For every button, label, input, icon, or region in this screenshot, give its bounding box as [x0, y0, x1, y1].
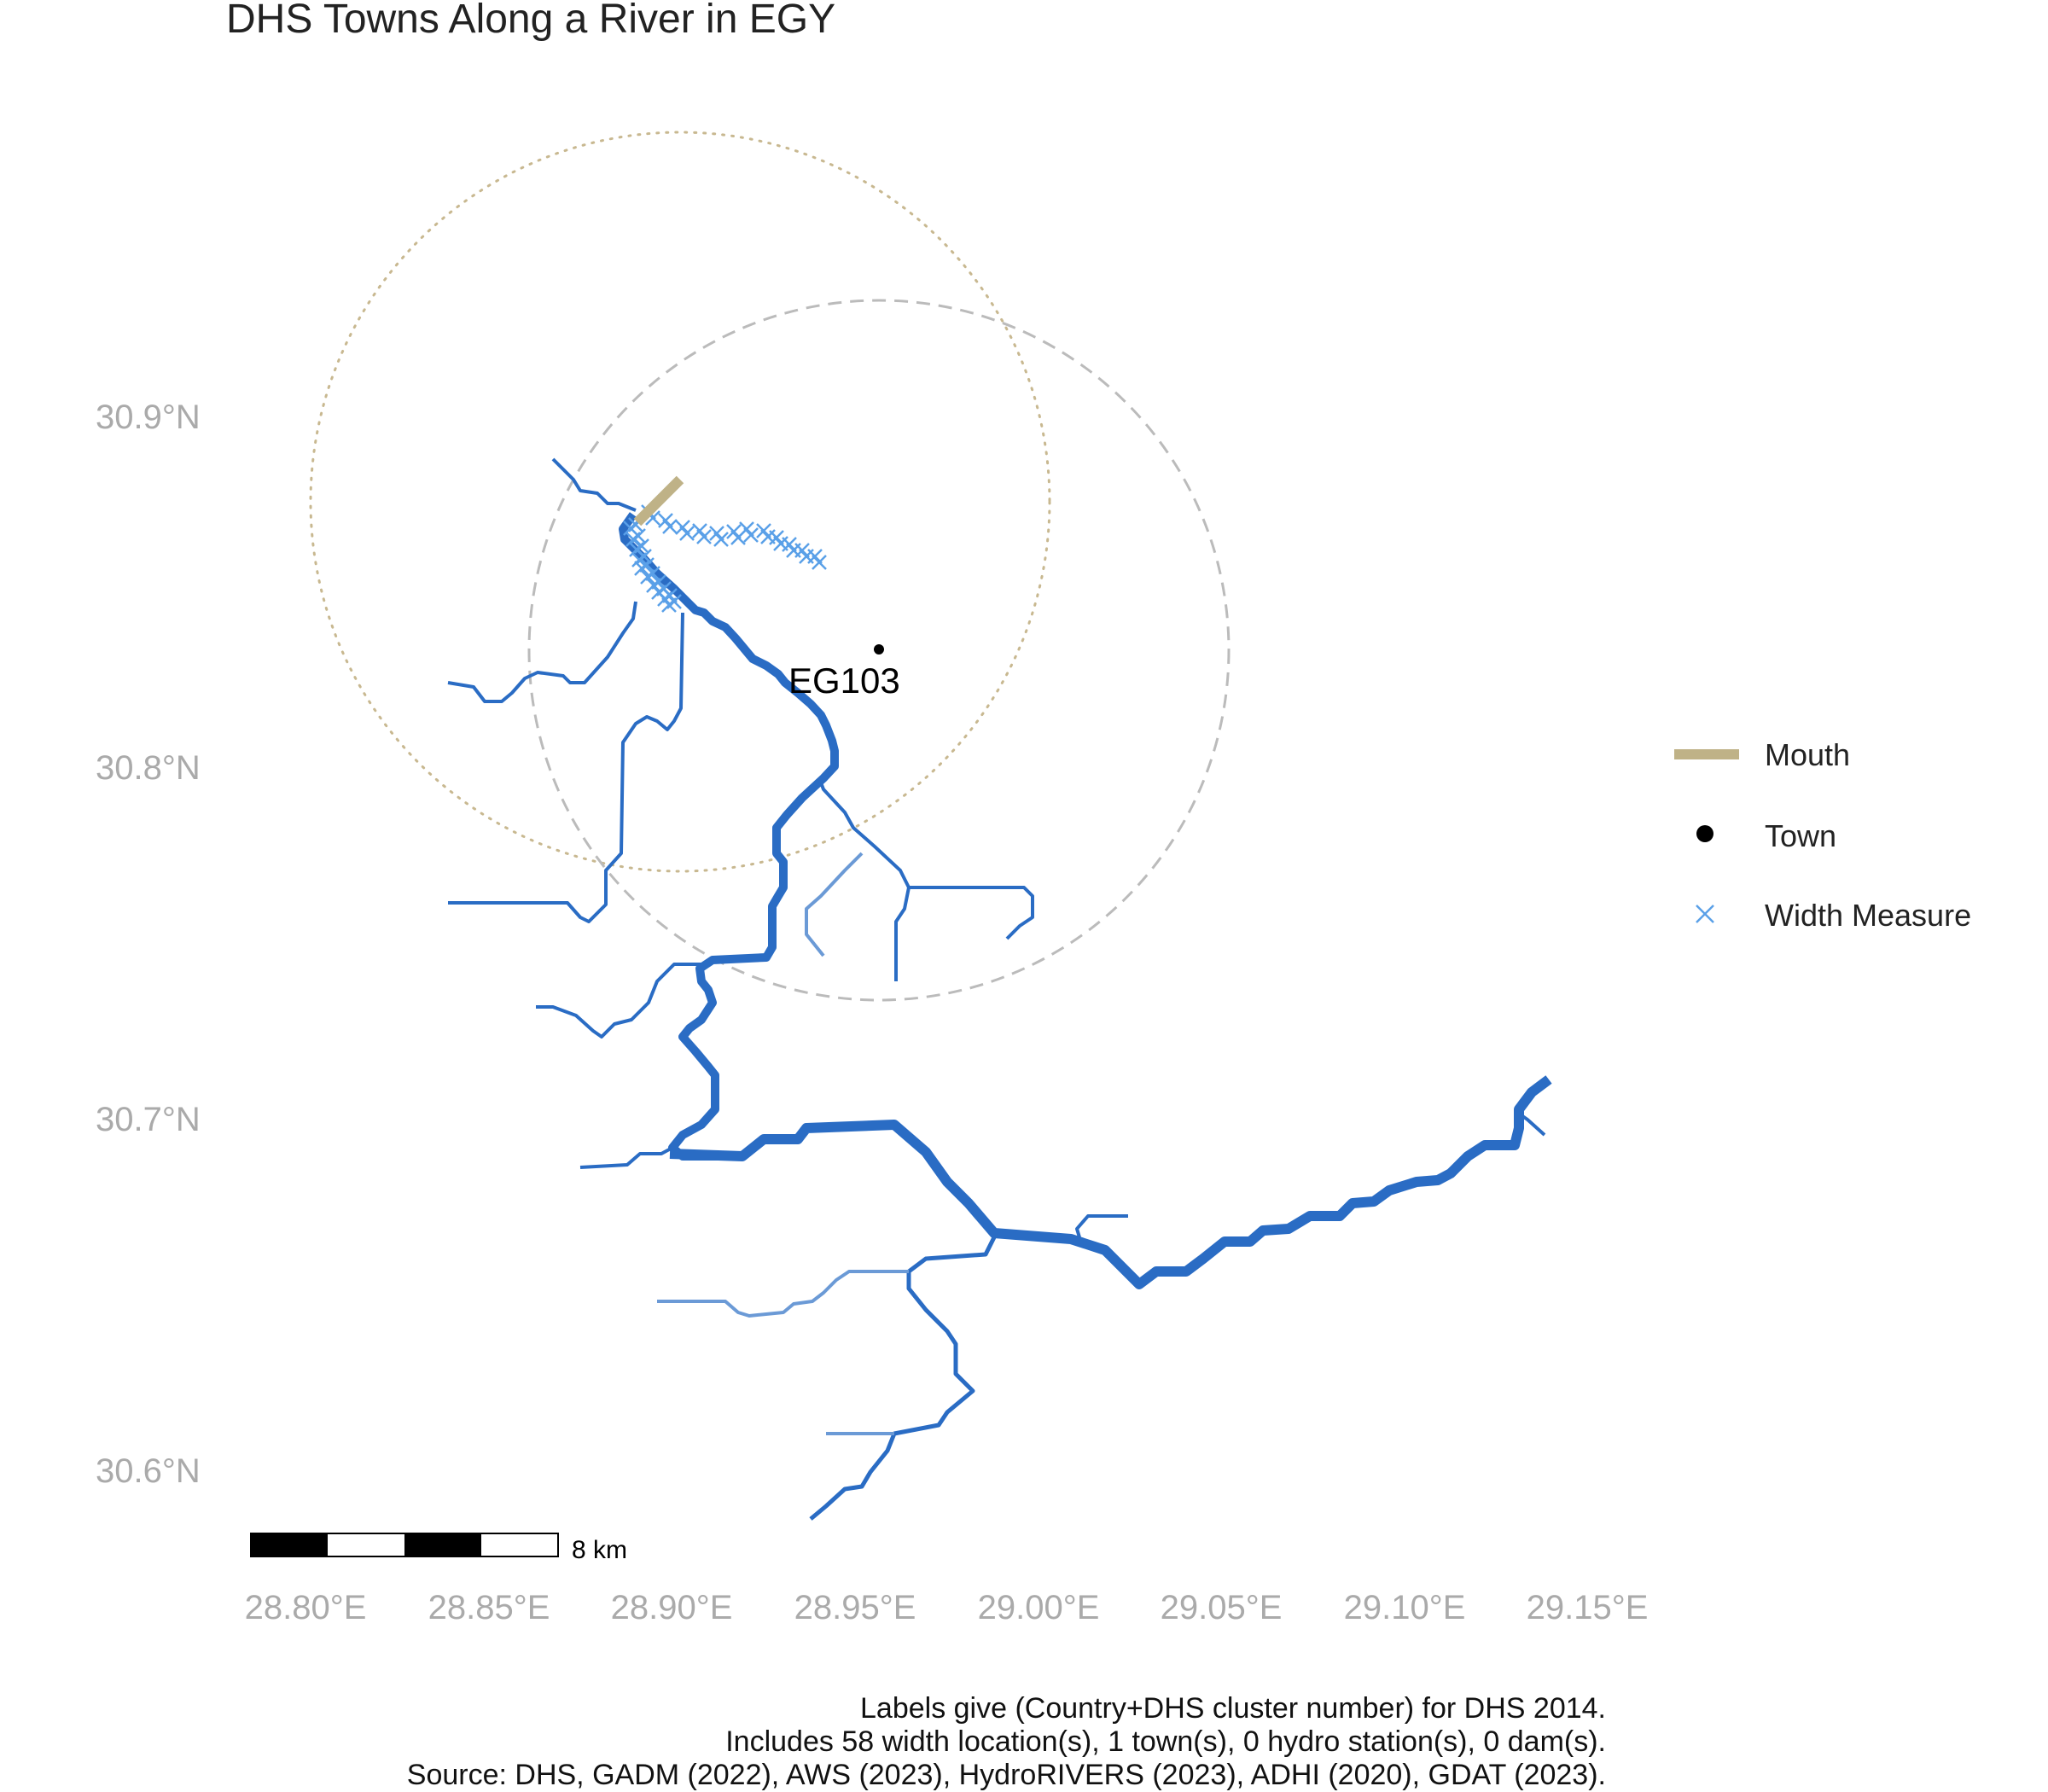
river-nw-headwater: [551, 457, 637, 512]
y-tick-30-6: 30.6°N: [96, 1452, 201, 1490]
caption-line-2: Includes 58 width location(s), 1 town(s)…: [725, 1725, 1606, 1758]
width-measure-mark: [625, 532, 641, 547]
x-tick-28-85: 28.85°E: [428, 1589, 550, 1626]
width-measure-mark: [634, 561, 649, 576]
buffer-circle-dotted: [309, 131, 1051, 873]
river-trib-vertical: [448, 612, 684, 923]
caption-line-3: Source: DHS, GADM (2022), AWS (2023), Hy…: [407, 1759, 1606, 1791]
x-tick-29-00: 29.00°E: [978, 1589, 1100, 1626]
x-tick-29-05: 29.05°E: [1161, 1589, 1283, 1626]
width-measure-mark: [662, 519, 678, 534]
legend-width-swatch: [1696, 905, 1714, 923]
river-trib-east-small: [1075, 1214, 1128, 1238]
legend-town-label: Town: [1765, 818, 1836, 853]
river-trib-east-light: [805, 852, 864, 957]
town-label: EG103: [788, 660, 900, 701]
legend: Mouth Town Width Measure: [1674, 737, 1971, 933]
river-main-upper: [619, 512, 839, 1161]
river-main-east: [669, 1075, 1552, 1289]
x-tick-28-95: 28.95°E: [794, 1589, 916, 1626]
y-tick-30-9: 30.9°N: [96, 399, 201, 436]
width-measure-mark: [696, 529, 712, 544]
scale-bar: 8 km: [250, 1533, 627, 1564]
legend-mouth-label: Mouth: [1765, 737, 1850, 772]
river-trib-west-3: [447, 601, 637, 703]
x-tick-29-10: 29.10°E: [1344, 1589, 1466, 1626]
width-measures: [623, 504, 827, 613]
x-tick-28-80: 28.80°E: [245, 1589, 367, 1626]
x-tick-28-90: 28.90°E: [611, 1589, 733, 1626]
scale-bar-label: 8 km: [572, 1536, 627, 1564]
river-trib-south-west: [657, 1270, 909, 1318]
town-marker: [874, 644, 884, 655]
width-measure-mark: [646, 578, 661, 593]
legend-town-swatch: [1696, 825, 1713, 842]
width-measure-mark: [631, 552, 647, 567]
y-tick-30-8: 30.8°N: [96, 749, 201, 787]
width-measure-mark: [812, 555, 827, 570]
width-measure-mark: [713, 532, 729, 547]
river-trib-east-1: [817, 777, 1034, 940]
river-network: [447, 457, 1552, 1521]
buffer-circle-dashed: [527, 299, 1231, 1002]
y-tick-30-7: 30.7°N: [96, 1101, 201, 1138]
river-trib-west-1: [579, 1146, 673, 1169]
river-east-branch: [1517, 1112, 1546, 1137]
width-measure-mark: [679, 526, 695, 541]
width-measure-mark: [661, 597, 677, 613]
river-trib-west-2: [536, 963, 701, 1039]
width-measure-mark: [743, 527, 759, 543]
width-measure-mark: [640, 569, 655, 585]
x-tick-29-15: 29.15°E: [1527, 1589, 1649, 1626]
river-trib-east-2: [894, 887, 911, 981]
caption-line-1: Labels give (Country+DHS cluster number)…: [860, 1692, 1606, 1725]
river-mouth: [633, 475, 684, 527]
map-title: DHS Towns Along a River in EGY: [226, 0, 835, 42]
legend-width-label: Width Measure: [1765, 898, 1971, 933]
